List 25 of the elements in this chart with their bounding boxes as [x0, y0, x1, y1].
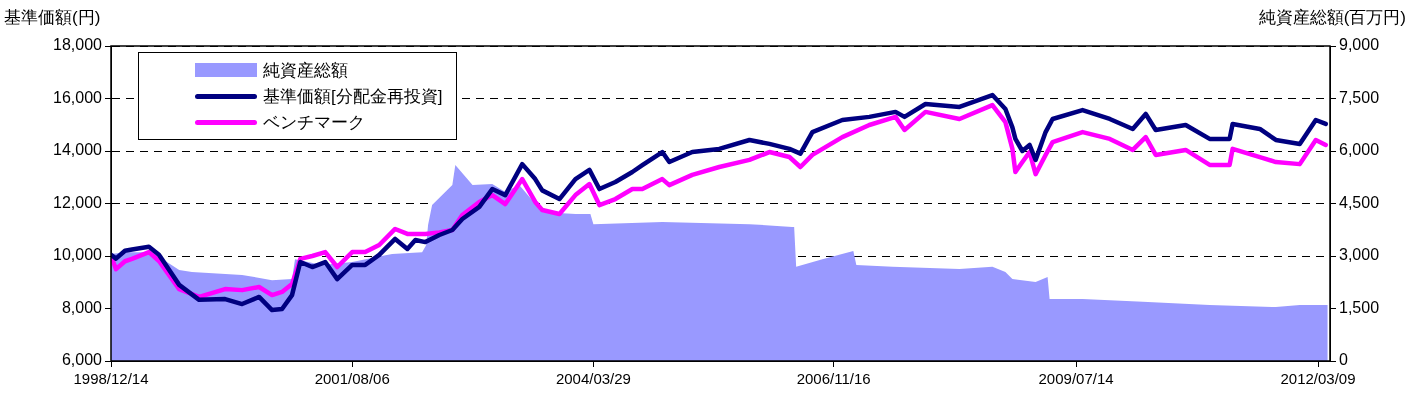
y2-tick-label: 4,500 [1339, 193, 1380, 211]
y2-tick-label: 7,500 [1339, 88, 1380, 106]
legend-label: 純資産総額 [263, 59, 348, 82]
legend-label: ベンチマーク [263, 111, 365, 134]
y2-tick-label: 0 [1339, 351, 1348, 369]
y-axis-title: 基準価額(円) [4, 7, 101, 29]
x-tick-label: 2012/03/09 [1280, 370, 1356, 388]
y-tick-label: 10,000 [53, 246, 103, 264]
x-tick-label: 2009/07/14 [1038, 370, 1114, 388]
x-tick-label: 2001/08/06 [314, 370, 390, 388]
y2-tick-label: 9,000 [1339, 36, 1380, 54]
y2-axis-title: 純資産総額(百万円) [1258, 7, 1406, 29]
x-tick-label: 1998/12/14 [73, 370, 149, 388]
y2-tick-label: 6,000 [1339, 141, 1380, 159]
y-tick-label: 8,000 [61, 298, 103, 316]
y2-tick-label: 3,000 [1339, 246, 1380, 264]
x-tick-label: 2004/03/29 [555, 370, 631, 388]
y2-tick-label: 1,500 [1339, 298, 1380, 316]
legend-label: 基準価額[分配金再投資] [263, 85, 443, 108]
y-tick-label: 12,000 [53, 193, 103, 211]
x-tick-label: 2006/11/16 [796, 370, 871, 388]
y-tick-label: 14,000 [53, 141, 103, 159]
y-tick-label: 16,000 [53, 88, 103, 106]
y-tick-label: 6,000 [61, 351, 103, 369]
y-tick-label: 18,000 [53, 36, 103, 54]
